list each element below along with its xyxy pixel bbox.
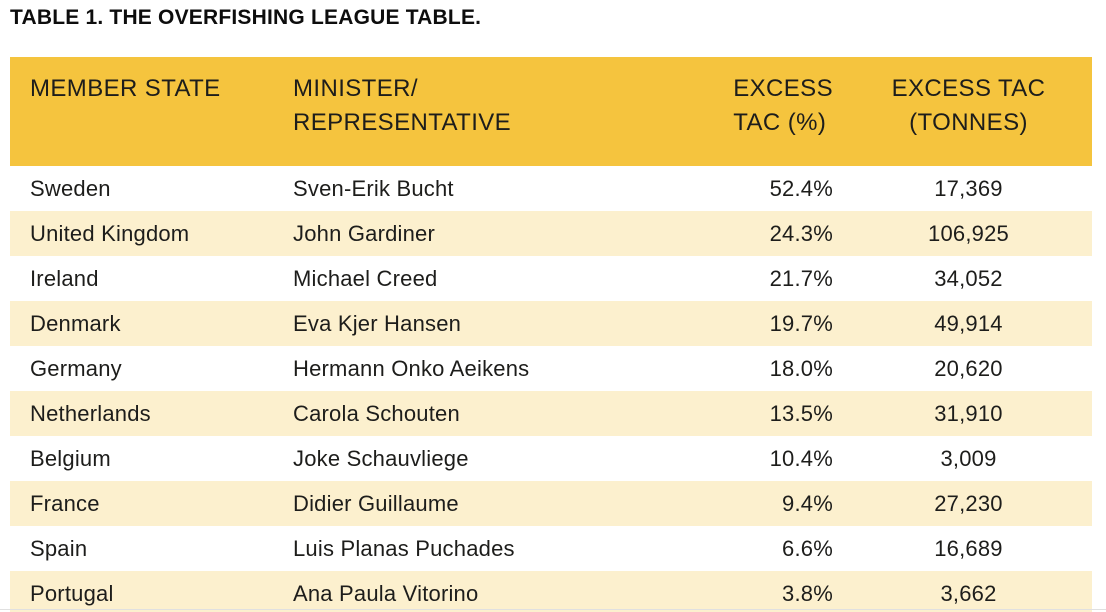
overfishing-league-table: MEMBER STATE MINISTER/ REPRESENTATIVE EX… (10, 57, 1092, 612)
header-excess-tac-pct-line2: TAC (%) (733, 109, 827, 136)
table-row: Belgium Joke Schauvliege 10.4% 3,009 (10, 436, 1092, 481)
cell-excess-tac-pct: 13.5% (560, 391, 845, 436)
table-row: Ireland Michael Creed 21.7% 34,052 (10, 256, 1092, 301)
cell-excess-tac-pct: 3.8% (560, 571, 845, 612)
header-minister-representative: MINISTER/ REPRESENTATIVE (285, 57, 560, 166)
cell-minister: Sven-Erik Bucht (293, 175, 454, 201)
cell-minister: Didier Guillaume (285, 481, 560, 526)
cell-minister: Michael Creed (293, 265, 438, 291)
cell-member-state: Denmark (10, 301, 285, 346)
cell-member-state: Ireland (30, 265, 99, 291)
cell-excess-tac-tonnes: 31,910 (845, 391, 1092, 436)
cell-excess-tac-pct: 52.4% (769, 175, 833, 201)
cell-excess-tac-pct: 9.4% (560, 481, 845, 526)
cell-minister: Ana Paula Vitorino (285, 571, 560, 612)
cell-excess-tac-pct: 24.3% (560, 211, 845, 256)
cell-minister: Joke Schauvliege (293, 445, 469, 471)
header-excess-tac-tonnes: EXCESS TAC (TONNES) (845, 57, 1092, 166)
page-bottom-rule (0, 609, 1106, 610)
table-title: TABLE 1. THE OVERFISHING LEAGUE TABLE. (10, 6, 482, 29)
table-body: Sweden Sven-Erik Bucht 52.4% 17,369 Unit… (10, 166, 1092, 612)
table-header: MEMBER STATE MINISTER/ REPRESENTATIVE EX… (10, 57, 1092, 166)
table-row: Sweden Sven-Erik Bucht 52.4% 17,369 (10, 166, 1092, 211)
header-row: MEMBER STATE MINISTER/ REPRESENTATIVE EX… (10, 57, 1092, 166)
cell-excess-tac-tonnes: 3,009 (940, 445, 997, 471)
cell-member-state: Belgium (30, 445, 111, 471)
cell-minister: Eva Kjer Hansen (285, 301, 560, 346)
header-member-state: MEMBER STATE (10, 57, 285, 166)
table-row: Spain Luis Planas Puchades 6.6% 16,689 (10, 526, 1092, 571)
table-row: Portugal Ana Paula Vitorino 3.8% 3,662 (10, 571, 1092, 612)
header-excess-tac-tonnes-line2: (TONNES) (909, 109, 1028, 136)
cell-excess-tac-tonnes: 106,925 (845, 211, 1092, 256)
cell-excess-tac-tonnes: 20,620 (934, 355, 1003, 381)
cell-minister: Carola Schouten (285, 391, 560, 436)
table-row: Netherlands Carola Schouten 13.5% 31,910 (10, 391, 1092, 436)
cell-excess-tac-pct: 10.4% (769, 445, 833, 471)
header-excess-tac-tonnes-line1: EXCESS TAC (891, 75, 1046, 102)
cell-excess-tac-pct: 21.7% (769, 265, 833, 291)
table-row: Germany Hermann Onko Aeikens 18.0% 20,62… (10, 346, 1092, 391)
cell-member-state: Germany (30, 355, 122, 381)
cell-minister: Hermann Onko Aeikens (293, 355, 530, 381)
cell-excess-tac-tonnes: 3,662 (845, 571, 1092, 612)
cell-excess-tac-pct: 18.0% (769, 355, 833, 381)
table-row: France Didier Guillaume 9.4% 27,230 (10, 481, 1092, 526)
cell-minister: John Gardiner (285, 211, 560, 256)
table-row: United Kingdom John Gardiner 24.3% 106,9… (10, 211, 1092, 256)
header-excess-tac-pct: EXCESS TAC (%) (560, 57, 845, 166)
cell-excess-tac-tonnes: 27,230 (845, 481, 1092, 526)
cell-excess-tac-tonnes: 34,052 (934, 265, 1003, 291)
cell-excess-tac-tonnes: 17,369 (934, 175, 1003, 201)
header-excess-tac-pct-line1: EXCESS (733, 75, 833, 102)
cell-member-state: Netherlands (10, 391, 285, 436)
cell-excess-tac-tonnes: 16,689 (934, 535, 1003, 561)
cell-member-state: Sweden (30, 175, 111, 201)
cell-member-state: Portugal (10, 571, 285, 612)
cell-minister: Luis Planas Puchades (293, 535, 515, 561)
cell-excess-tac-pct: 6.6% (782, 535, 833, 561)
cell-excess-tac-tonnes: 49,914 (845, 301, 1092, 346)
cell-excess-tac-pct: 19.7% (560, 301, 845, 346)
table-row: Denmark Eva Kjer Hansen 19.7% 49,914 (10, 301, 1092, 346)
cell-member-state: France (10, 481, 285, 526)
cell-member-state: United Kingdom (10, 211, 285, 256)
cell-member-state: Spain (30, 535, 88, 561)
